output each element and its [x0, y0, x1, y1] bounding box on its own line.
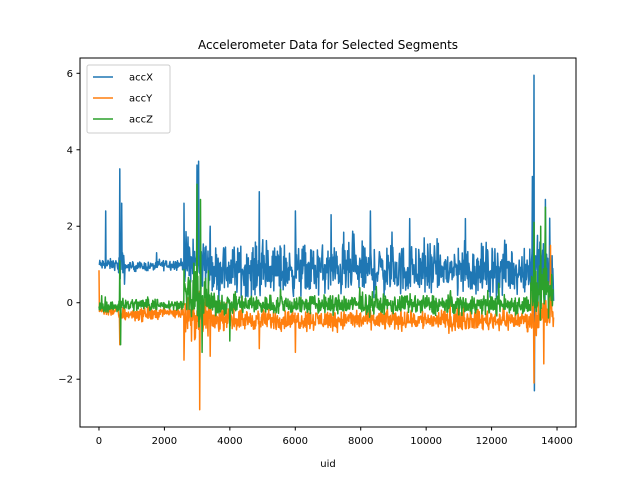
series-line-accY [98, 244, 555, 411]
x-tick-label: 6000 [283, 436, 308, 447]
series-line-accZ [98, 183, 554, 354]
x-tick-label: 8000 [348, 436, 373, 447]
y-tick-label: 6 [67, 69, 73, 80]
x-tick-label: 0 [96, 436, 102, 447]
x-tick-label: 2000 [152, 436, 177, 447]
y-axis: −2 0 2 4 6 [58, 69, 80, 386]
legend-entry-accX: accX [129, 73, 153, 84]
x-tick-label: 10000 [410, 436, 442, 447]
plot-frame [79, 57, 577, 428]
series-line-accX [98, 74, 555, 392]
x-tick-label: 12000 [476, 436, 508, 447]
y-tick-label: 4 [67, 145, 73, 156]
series-layer [98, 74, 555, 411]
legend-entry-accY: accY [129, 94, 153, 105]
y-tick-label: −2 [58, 375, 73, 386]
x-axis: 0 2000 4000 6000 8000 10000 12000 14000 [96, 427, 573, 447]
chart-title: Accelerometer Data for Selected Segments [198, 38, 458, 52]
legend: accX accY accZ [86, 64, 171, 134]
x-axis-label: uid [320, 459, 335, 470]
legend-entry-accZ: accZ [129, 115, 153, 126]
y-tick-label: 0 [67, 298, 73, 309]
legend-box [86, 64, 171, 134]
x-tick-label: 14000 [541, 436, 573, 447]
x-tick-label: 4000 [217, 436, 242, 447]
y-tick-label: 2 [67, 222, 73, 233]
